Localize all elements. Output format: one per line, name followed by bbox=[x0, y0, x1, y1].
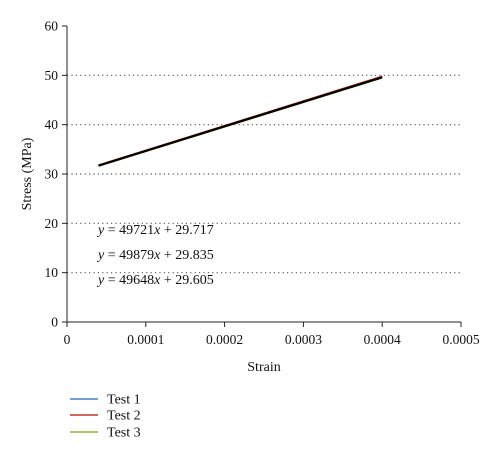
y-tick-label: 20 bbox=[45, 216, 59, 231]
y-tick-label: 50 bbox=[45, 68, 59, 83]
y-tick-label: 30 bbox=[45, 167, 59, 182]
y-tick-label: 0 bbox=[51, 315, 58, 330]
legend-label: Test 2 bbox=[107, 409, 141, 424]
y-tick-label: 10 bbox=[45, 265, 59, 280]
ticks: 0 10 20 30 40 50 60 0 0.0001 0.0002 0.0003 0.0004 0.… bbox=[45, 19, 480, 348]
x-axis-title: Strain bbox=[247, 360, 280, 375]
y-tick-label: 60 bbox=[45, 19, 59, 34]
x-tick-label: 0.0002 bbox=[206, 332, 243, 347]
x-tick-label: 0 bbox=[64, 332, 71, 347]
grid bbox=[67, 74, 461, 274]
x-tick-label: 0.0004 bbox=[364, 332, 401, 347]
y-axis-title: Stress (MPa) bbox=[20, 137, 35, 210]
y-tick-label: 40 bbox=[45, 117, 59, 132]
series-lines bbox=[98, 75, 383, 167]
series-line-fit bbox=[98, 76, 383, 167]
x-tick-label: 0.0005 bbox=[442, 332, 479, 347]
equation-annotations: y = 49721x + 29.717 y = 49879x + 29.835 y … bbox=[96, 223, 214, 288]
equation-annotation: y = 49721x + 29.717 bbox=[96, 223, 214, 238]
legend-label: Test 1 bbox=[107, 393, 141, 408]
legend-label: Test 3 bbox=[107, 426, 141, 441]
equation-annotation: y = 49648x + 29.605 bbox=[96, 273, 214, 288]
x-tick-label: 0.0003 bbox=[285, 332, 322, 347]
equation-annotation: y = 49879x + 29.835 bbox=[96, 248, 214, 263]
x-tick-label: 0.0001 bbox=[127, 332, 164, 347]
